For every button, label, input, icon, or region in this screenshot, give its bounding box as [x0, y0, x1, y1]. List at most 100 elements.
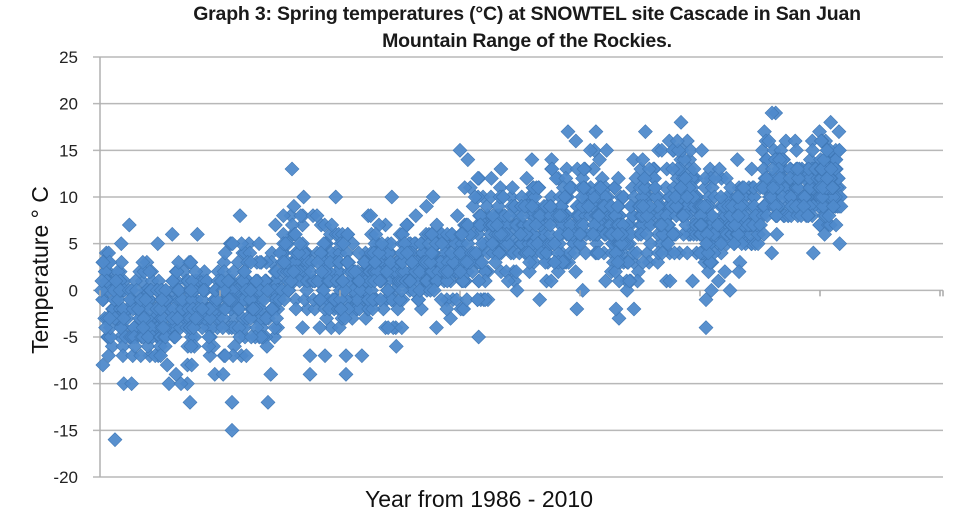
data-point: [610, 170, 626, 186]
data-point: [569, 301, 585, 317]
data-point: [258, 310, 274, 326]
data-point: [669, 133, 685, 149]
data-point: [635, 152, 651, 168]
data-point: [679, 245, 695, 261]
chart-title-line-2: Mountain Range of the Rockies.: [382, 30, 672, 52]
x-axis: [99, 290, 944, 297]
data-point: [831, 142, 847, 158]
data-point: [823, 114, 839, 130]
data-point: [576, 180, 592, 196]
data-point: [288, 301, 304, 317]
data-point: [412, 282, 428, 298]
y-tick-label: -15: [53, 421, 78, 440]
data-point: [611, 273, 627, 289]
data-point: [513, 226, 528, 242]
data-point: [351, 245, 367, 261]
data-point: [317, 348, 333, 364]
data-point-outlier: [173, 376, 189, 392]
data-point: [221, 292, 237, 308]
y-tick-label: 25: [59, 48, 78, 67]
data-point: [585, 226, 601, 242]
data-point: [468, 245, 484, 261]
data-point: [121, 217, 137, 233]
data-point: [419, 198, 434, 214]
data-point: [542, 198, 558, 214]
data-point: [101, 348, 117, 364]
data-point: [380, 320, 396, 336]
data-point-outlier: [611, 310, 627, 326]
data-point: [439, 301, 455, 317]
data-point: [825, 198, 841, 214]
data-point: [388, 338, 404, 354]
data-point: [429, 217, 445, 233]
data-point: [260, 282, 276, 298]
data-point: [673, 180, 689, 196]
data-point: [284, 273, 299, 289]
data-point: [159, 357, 175, 373]
data-point: [340, 226, 356, 242]
data-point: [276, 254, 292, 270]
data-point: [135, 254, 151, 270]
data-point: [769, 208, 784, 224]
data-point: [138, 292, 154, 308]
data-point: [384, 189, 400, 205]
data-point: [312, 292, 328, 308]
data-point: [730, 208, 746, 224]
data-point: [522, 254, 538, 270]
data-point: [717, 264, 733, 280]
data-point: [544, 161, 560, 177]
data-point: [592, 152, 607, 168]
y-axis-label: Temperature ° C: [27, 186, 53, 354]
data-point: [167, 329, 183, 345]
y-tick-label: -20: [53, 468, 78, 487]
data-point: [665, 161, 681, 177]
data-point: [194, 301, 210, 317]
data-point: [547, 254, 562, 270]
data-point: [434, 236, 450, 252]
data-point: [530, 180, 546, 196]
data-point: [500, 236, 516, 252]
data-point: [365, 301, 381, 317]
data-point: [124, 376, 140, 392]
data-point: [483, 170, 499, 186]
data-point: [641, 161, 657, 177]
data-point: [542, 217, 558, 233]
data-point: [232, 329, 248, 345]
data-point: [459, 254, 475, 270]
data-point: [489, 217, 505, 233]
data-point: [293, 208, 309, 224]
data-point: [324, 217, 340, 233]
data-point: [671, 142, 686, 158]
data-point: [474, 236, 490, 252]
data-point: [828, 217, 844, 233]
data-point: [816, 152, 832, 168]
data-point: [445, 254, 461, 270]
data-point: [155, 320, 171, 336]
data-point: [215, 320, 231, 336]
data-point: [171, 282, 187, 298]
data-point: [449, 208, 465, 224]
data-point: [561, 226, 576, 242]
data-point: [243, 282, 259, 298]
data-point: [744, 161, 760, 177]
data-point: [328, 189, 344, 205]
data-point: [713, 236, 729, 252]
data-point: [375, 301, 391, 317]
data-point: [383, 254, 399, 270]
data-point: [731, 264, 747, 280]
y-axis: 25 20 15 10 5 0 -5 -10 -15 -20: [53, 48, 101, 487]
data-point: [667, 245, 682, 261]
y-tick-label: 10: [59, 188, 78, 207]
data-point: [245, 301, 261, 317]
data-point: [729, 152, 745, 168]
x-axis-label: Year from 1986 - 2010: [364, 486, 594, 512]
data-point: [615, 189, 631, 205]
data-point: [201, 329, 217, 345]
data-point: [296, 189, 312, 205]
data-point: [363, 208, 379, 224]
data-point: [217, 245, 233, 261]
data-point: [237, 264, 253, 280]
data-point: [454, 226, 470, 242]
data-point-outlier: [338, 366, 354, 382]
